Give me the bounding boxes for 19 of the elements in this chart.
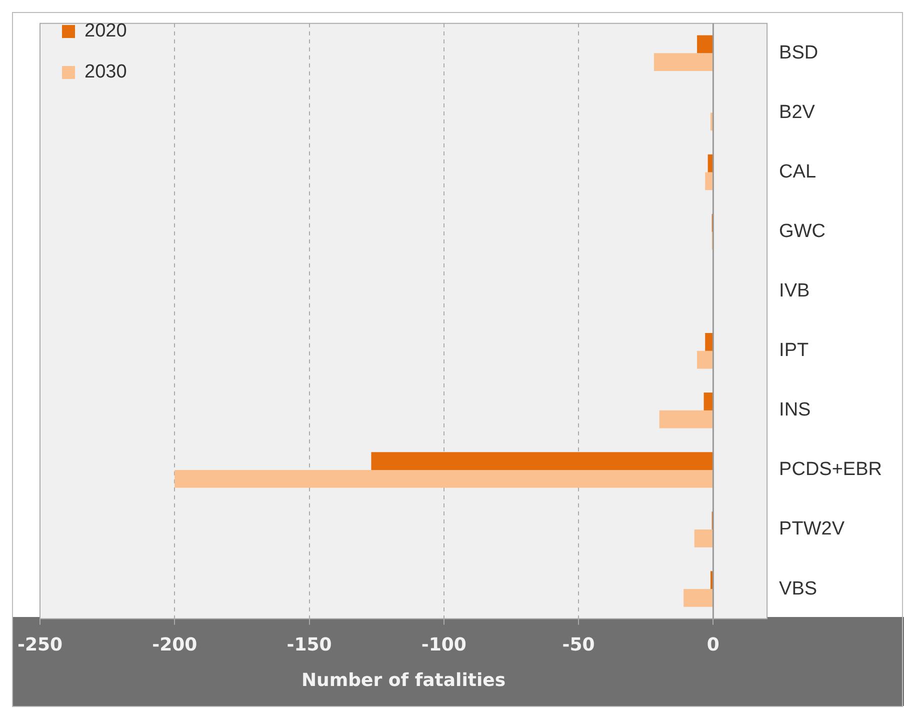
y-tick-label: CAL bbox=[779, 161, 816, 182]
legend-label: 2020 bbox=[84, 20, 127, 42]
x-tick-label: 0 bbox=[706, 634, 720, 656]
x-tick-label: -50 bbox=[562, 634, 595, 656]
y-tick-label: PCDS+EBR bbox=[779, 459, 882, 480]
x-tick-label: -100 bbox=[421, 634, 466, 656]
y-tick-label: GWC bbox=[779, 221, 826, 242]
y-tick-label: BSD bbox=[779, 42, 818, 64]
y-tick-label: B2V bbox=[779, 102, 816, 123]
x-tick-label: -200 bbox=[152, 634, 198, 656]
legend-label: 2030 bbox=[84, 62, 127, 83]
y-tick-label: IVB bbox=[779, 280, 810, 302]
y-tick-label: VBS bbox=[779, 578, 818, 600]
y-tick-label: IPT bbox=[779, 340, 809, 362]
y-tick-label: INS bbox=[779, 400, 811, 421]
x-tick-label: -250 bbox=[17, 634, 63, 656]
y-tick-label: PTW2V bbox=[779, 518, 845, 540]
x-tick-label: -150 bbox=[286, 634, 332, 656]
x-axis-title: Number of fatalities bbox=[301, 670, 506, 691]
